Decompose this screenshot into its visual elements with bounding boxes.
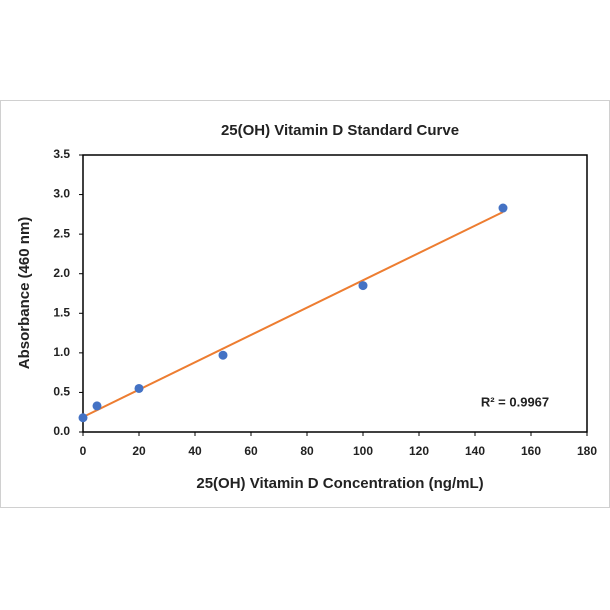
- x-tick-label: 40: [188, 444, 202, 458]
- y-tick-label: 3.0: [53, 187, 70, 201]
- plot-area: [82, 154, 588, 433]
- y-tick-label: 2.5: [53, 226, 70, 240]
- chart-title: 25(OH) Vitamin D Standard Curve: [221, 122, 459, 139]
- x-tick-label: 160: [521, 444, 541, 458]
- chart-border: [0, 100, 610, 508]
- x-axis-label: 25(OH) Vitamin D Concentration (ng/mL): [196, 475, 483, 492]
- y-tick-label: 0.5: [53, 385, 70, 399]
- data-point: [92, 401, 102, 411]
- y-axis-label: Absorbance (460 nm): [16, 217, 33, 370]
- trendline: [82, 211, 504, 418]
- x-tick-label: 0: [80, 444, 87, 458]
- y-tick-label: 3.5: [53, 147, 70, 161]
- y-tick-label: 1.5: [53, 305, 70, 319]
- data-point: [358, 281, 368, 291]
- annotation: R² = 0.9967: [481, 394, 549, 409]
- y-tick-label: 0.0: [53, 424, 70, 438]
- x-tick-label: 100: [353, 444, 373, 458]
- data-point: [78, 413, 88, 423]
- data-point: [498, 203, 508, 213]
- x-tick-label: 120: [409, 444, 429, 458]
- x-tick-label: 20: [132, 444, 146, 458]
- x-tick-label: 140: [465, 444, 485, 458]
- x-tick-label: 80: [300, 444, 314, 458]
- y-tick-label: 1.0: [53, 345, 70, 359]
- data-point: [134, 383, 144, 393]
- x-tick-label: 60: [244, 444, 258, 458]
- data-point: [218, 350, 228, 360]
- y-tick-label: 2.0: [53, 266, 70, 280]
- x-tick-label: 180: [577, 444, 597, 458]
